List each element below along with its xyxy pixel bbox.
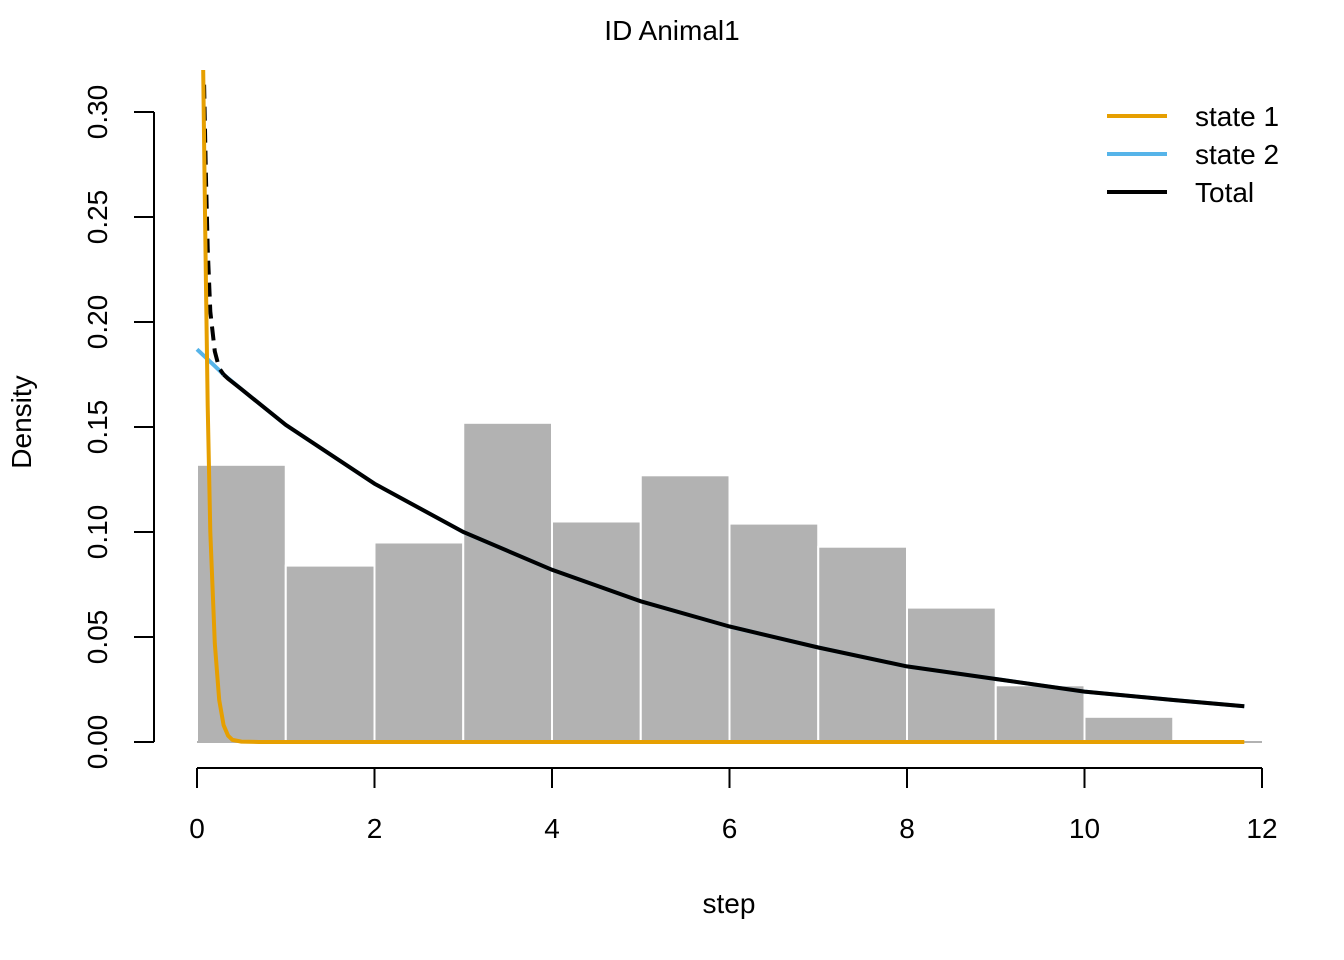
legend-label-state-2: state 2: [1195, 139, 1279, 170]
legend: state 1 state 2 Total: [1107, 101, 1279, 208]
legend-label-total: Total: [1195, 177, 1254, 208]
histogram-bar-2: [373, 541, 465, 743]
x-axis: 0 2 4 6 8 10 12: [189, 767, 1278, 844]
x-tick-label: 6: [722, 813, 738, 844]
y-tick-label: 0.00: [82, 715, 113, 770]
x-tick-label: 10: [1069, 813, 1100, 844]
x-axis-title: step: [703, 888, 756, 919]
y-tick-label: 0.05: [82, 610, 113, 665]
histogram-bar-8: [906, 606, 997, 743]
histogram-bar-10: [1083, 715, 1175, 743]
y-tick-label: 0.30: [82, 85, 113, 140]
y-axis-title: Density: [6, 375, 37, 468]
histogram-bar-3: [462, 421, 553, 743]
y-tick-label: 0.15: [82, 400, 113, 455]
chart-title: ID Animal1: [604, 15, 739, 46]
histogram-bar-1: [284, 564, 376, 743]
x-tick-label: 0: [189, 813, 205, 844]
y-tick-label: 0.10: [82, 505, 113, 560]
legend-label-state-1: state 1: [1195, 101, 1279, 132]
total-density-curve: [222, 373, 1245, 709]
x-tick-label: 8: [899, 813, 915, 844]
histogram-bar-4: [551, 520, 642, 743]
y-axis: 0.00 0.05 0.10 0.15 0.20 0.25 0.30: [82, 85, 155, 770]
histogram-bar-9: [994, 684, 1086, 743]
x-tick-label: 12: [1246, 813, 1277, 844]
state-1-density-curve: [201, 69, 1245, 744]
y-tick-label: 0.20: [82, 295, 113, 350]
density-curves: [195, 69, 1245, 744]
y-tick-label: 0.25: [82, 190, 113, 245]
x-tick-label: 2: [367, 813, 383, 844]
histogram-bars: [196, 421, 1175, 744]
histogram-bar-5: [639, 474, 731, 743]
histogram-bar-6: [728, 522, 820, 743]
histogram-bar-7: [817, 545, 908, 744]
x-tick-label: 4: [544, 813, 560, 844]
